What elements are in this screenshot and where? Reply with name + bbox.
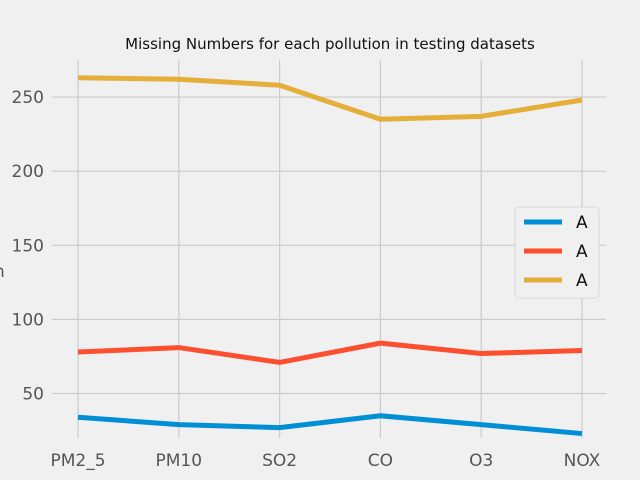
series-lines — [77, 75, 583, 437]
y-tick-label: 100 — [12, 310, 44, 330]
x-tick-labels: PM2_5 PM10 SO2 CO O3 NOX — [50, 451, 600, 471]
legend: AAA — [514, 206, 600, 299]
series-line-3 — [77, 75, 583, 122]
x-tick-label: O3 — [469, 451, 493, 471]
x-tick-label: PM2_5 — [50, 451, 105, 471]
series-line-2 — [77, 340, 583, 365]
x-tick-label: NOX — [564, 451, 601, 471]
legend-label: A — [576, 213, 588, 233]
y-axis-label: n — [0, 262, 5, 282]
y-tick-labels: 50 100 150 200 250 — [12, 88, 44, 404]
x-tick-label: CO — [368, 451, 393, 471]
y-tick-label: 250 — [12, 88, 44, 108]
y-tick-label: 50 — [22, 385, 44, 405]
x-tick-label: SO2 — [262, 451, 297, 471]
legend-label: A — [576, 242, 588, 262]
y-tick-label: 150 — [12, 236, 44, 256]
series-line-1 — [77, 413, 583, 437]
y-tick-label: 200 — [12, 162, 44, 182]
chart-title: Missing Numbers for each pollution in te… — [125, 35, 535, 53]
legend-label: A — [576, 271, 588, 291]
x-tick-label: PM10 — [156, 451, 203, 471]
